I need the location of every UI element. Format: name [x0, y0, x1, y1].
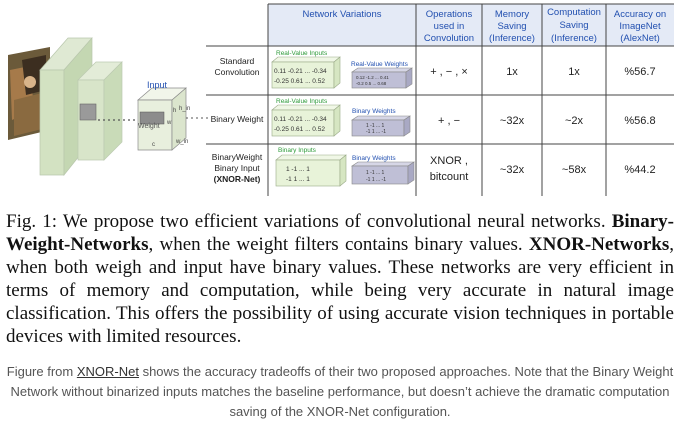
note-after-link: shows the accuracy tradeoffs of their tw… [10, 364, 674, 419]
weight-label: Weight [138, 123, 160, 130]
note-before-link: Figure from [6, 364, 77, 379]
row2-input-label: Real-Value Inputs [276, 98, 328, 105]
row2-weight-values-2: -1 1 ... -1 [366, 129, 386, 135]
row2-accuracy: %56.8 [624, 115, 655, 127]
row1-operations: + , − , × [430, 66, 468, 78]
dim-c: c [152, 142, 155, 148]
row3-computation: ~58x [562, 164, 587, 176]
header-operations-line3: Convolution [424, 33, 474, 44]
row3-weight-label: Binary Weights [352, 155, 396, 162]
figure-caption: Fig. 1: We propose two efficient variati… [6, 210, 674, 348]
row3-input-values-1: 1 -1 ... 1 [286, 166, 310, 173]
caption-prefix: Fig. 1: We propose two efficient variati… [6, 211, 612, 232]
dim-w: w [166, 120, 172, 126]
header-bg-computation [542, 4, 606, 46]
header-bg-variations [268, 4, 416, 46]
row3-input-values-2: -1 1 ... 1 [286, 176, 310, 183]
row1-input-values-1: 0.11 -0.21 ... -0.34 [274, 68, 327, 75]
dim-win: w_in [175, 139, 188, 145]
row1-input-block [271, 61, 335, 89]
caption-rest: , when both weigh and input have binary … [6, 234, 674, 347]
header-memory-line2: Saving [497, 21, 526, 32]
row1-input-values-2: -0.25 0.61 ... 0.52 [274, 78, 325, 85]
row1-name-line1: Standard [220, 56, 255, 66]
row2-input-values-2: -0.25 0.61 ... 0.52 [274, 126, 325, 133]
cnn-diagram: Input Weight h h_in w c w_in [8, 37, 208, 176]
header-bg-memory [482, 4, 542, 46]
row3-memory: ~32x [500, 164, 525, 176]
figure-note: Figure from XNOR-Net shows the accuracy … [0, 362, 680, 422]
row1-weight-values-2: -0.2 0.5 ... 0.68 [356, 81, 387, 86]
row2-input-values-1: 0.11 -0.21 ... -0.34 [274, 116, 327, 123]
dim-h: h [173, 108, 176, 114]
row1-weight-label: Real-Value Weights [351, 61, 409, 68]
row3-name-line1: BinaryWeight [212, 152, 263, 162]
header-operations-line1: Operations [426, 9, 473, 20]
header-accuracy-line1: Accuracy on [614, 9, 666, 20]
row1-memory: 1x [506, 66, 518, 78]
header-network-variations: Network Variations [302, 9, 381, 20]
table-row-binary-weight: Binary Weight Real-Value Inputs 0.11 -0.… [211, 98, 656, 137]
row1-accuracy: %56.7 [624, 66, 655, 78]
figure-svg: Input Weight h h_in w c w_in Network Var… [8, 3, 674, 196]
row3-input-block [275, 159, 341, 187]
header-accuracy-line3: (AlexNet) [620, 33, 660, 44]
figure-area: Input Weight h h_in w c w_in Network Var… [0, 0, 680, 200]
table-row-standard: Standard Convolution Real-Value Inputs 0… [215, 50, 656, 89]
row3-operations-line1: XNOR , [430, 155, 468, 167]
conv-layer-2 [77, 61, 123, 161]
header-bg-accuracy [606, 4, 674, 46]
row3-name-line2: Binary Input [214, 163, 260, 173]
xnor-net-link[interactable]: XNOR-Net [76, 364, 139, 379]
row1-input-label: Real-Value Inputs [276, 50, 328, 57]
row2-operations: + , − [438, 115, 460, 127]
header-computation-line3: (Inference) [551, 33, 597, 44]
row1-computation: 1x [568, 66, 580, 78]
row1-weight-values-1: 0.12 -1.2 ... 0.41 [356, 75, 389, 80]
input-label: Input [147, 80, 168, 90]
row3-name-line3: (XNOR-Net) [214, 174, 261, 184]
table-row-xnor: BinaryWeight Binary Input (XNOR-Net) Bin… [212, 147, 656, 187]
header-memory-line3: (Inference) [489, 33, 535, 44]
caption-bold-bwn: Binary-Weight-Networks [6, 211, 674, 255]
caption-bold-xnor: XNOR-Networks [528, 234, 670, 255]
row2-weight-label: Binary Weights [352, 108, 396, 115]
header-computation-line1: Computation [547, 7, 601, 18]
row3-accuracy: %44.2 [624, 164, 655, 176]
dim-hin: h_in [179, 106, 190, 112]
row1-name-line2: Convolution [215, 67, 260, 77]
header-computation-line2: Saving [559, 20, 588, 31]
input-block: Input Weight h h_in w c w_in [137, 80, 190, 151]
row2-computation: ~2x [565, 115, 584, 127]
header-memory-line1: Memory [495, 9, 530, 20]
comparison-table: Network Variations Operations used in Co… [206, 3, 674, 196]
row3-input-label: Binary Inputs [278, 147, 317, 154]
row2-name-line1: Binary Weight [211, 114, 264, 124]
caption-mid: , when the weight filters contains binar… [148, 234, 529, 255]
header-operations-line2: used in [434, 21, 465, 32]
row2-weight-values-1: 1 -1 ... 1 [366, 123, 385, 129]
row3-operations-line2: bitcount [430, 171, 469, 183]
row3-weight-values-2: -1 1 ... -1 [366, 177, 386, 183]
row3-weight-values-1: 1 -1 ... 1 [366, 170, 385, 176]
header-accuracy-line2: ImageNet [619, 21, 661, 32]
row2-memory: ~32x [500, 115, 525, 127]
header-bg-operations [416, 4, 482, 46]
